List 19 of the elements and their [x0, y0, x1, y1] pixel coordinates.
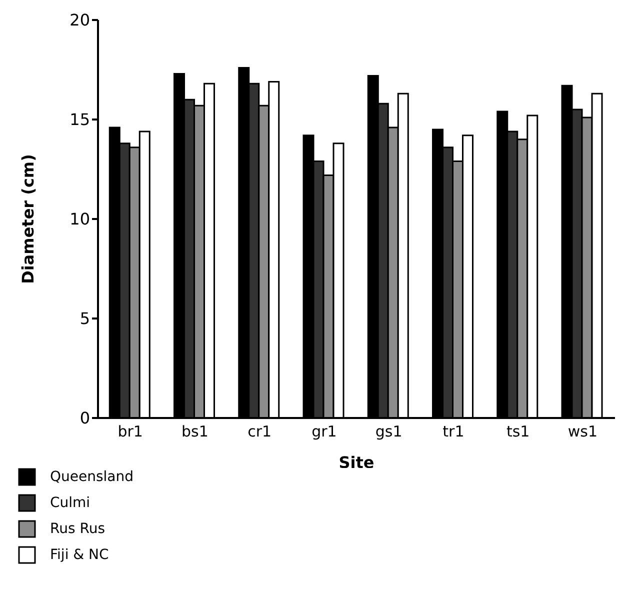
legend-label: Queensland [50, 469, 134, 485]
x-tick-label: cr1 [248, 422, 272, 441]
y-tick-label: 20 [70, 10, 90, 30]
x-tick-label: gr1 [312, 422, 337, 441]
x-tick-label: gs1 [375, 422, 402, 441]
x-tick-label: bs1 [181, 422, 208, 441]
legend-label: Rus Rus [50, 521, 105, 537]
x-axis-title: Site [338, 453, 374, 472]
y-axis-title: Diameter (cm) [18, 154, 38, 284]
y-tick-label: 5 [80, 309, 90, 328]
x-tick-label: br1 [118, 422, 143, 441]
legend-label: Culmi [50, 495, 90, 511]
y-tick-label: 15 [70, 110, 90, 130]
x-tick-label: ws1 [568, 422, 598, 441]
x-tick-label: tr1 [442, 422, 464, 441]
y-tick-label: 10 [70, 210, 90, 229]
y-tick-label: 0 [80, 408, 90, 428]
x-tick-label: ts1 [506, 422, 530, 441]
legend-label: Fiji & NC [50, 547, 109, 563]
